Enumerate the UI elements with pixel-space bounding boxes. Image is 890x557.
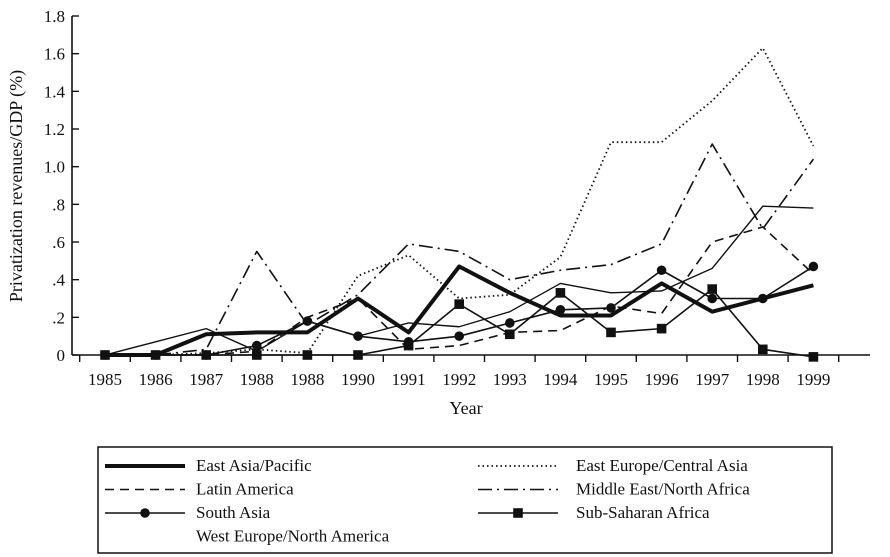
series-point-south-asia	[758, 293, 768, 304]
x-tick-label: 1986	[139, 370, 173, 389]
series-point-south-asia	[505, 318, 515, 328]
y-tick-label: 1.4	[44, 82, 66, 101]
series-point-sub-saharan-africa	[606, 327, 616, 338]
x-tick-label: 1990	[341, 370, 375, 389]
legend-label-latin-america: Latin America	[196, 480, 294, 499]
legend-marker-south-asia	[140, 508, 150, 518]
legend-label-east-europe-central-asia: East Europe/Central Asia	[576, 456, 748, 475]
legend-label-sub-saharan-africa: Sub-Saharan Africa	[576, 503, 710, 522]
x-tick-label: 1999	[796, 370, 830, 389]
series-line-west-europe-north-america	[104, 205, 814, 356]
y-tick-label: .8	[52, 195, 65, 214]
series-line-east-asia-pacific	[105, 264, 814, 357]
series-point-sub-saharan-africa	[505, 329, 515, 340]
x-tick-label: 1994	[543, 370, 578, 389]
series-point-sub-saharan-africa	[150, 350, 161, 360]
y-tick-label: 1.6	[44, 45, 65, 64]
legend-label-middle-east-north-africa: Middle East/North Africa	[576, 480, 750, 499]
series-point-south-asia	[606, 303, 616, 313]
series-point-south-asia	[251, 340, 262, 351]
series-point-sub-saharan-africa	[656, 323, 667, 334]
x-tick-label: 1997	[695, 370, 730, 389]
x-tick-label: 1996	[645, 370, 679, 389]
series-line-sub-saharan-africa	[105, 288, 814, 358]
series-point-south-asia	[707, 293, 717, 304]
y-tick-label: 0	[57, 346, 66, 365]
series-point-sub-saharan-africa	[555, 288, 566, 298]
x-tick-label: 1991	[392, 370, 426, 389]
x-axis-title: Year	[449, 398, 482, 418]
series-point-sub-saharan-africa	[201, 350, 211, 360]
series-point-sub-saharan-africa	[707, 284, 717, 294]
series-line-middle-east-north-africa	[105, 143, 815, 356]
x-tick-label: 1998	[746, 370, 780, 389]
x-tick-label: 1987	[189, 370, 224, 389]
chart-series-layer	[100, 47, 819, 362]
chart-axes: 0 .2 .4 .6 .8 1.0 1.2 1.4 1.6 1.8 1985 1986 1987 1988…	[44, 7, 870, 389]
chart-legend: East Asia/Pacific Latin America South Asia…	[97, 446, 833, 554]
x-tick-label: 1988	[290, 370, 324, 389]
x-tick-label: 1988	[240, 370, 274, 389]
series-point-south-asia	[454, 331, 465, 341]
y-tick-label: 1.0	[44, 158, 65, 177]
y-tick-label: 1.8	[44, 7, 65, 26]
series-point-sub-saharan-africa	[302, 350, 313, 360]
y-tick-label: .6	[52, 233, 65, 252]
series-point-south-asia	[656, 265, 667, 276]
series-point-south-asia	[555, 305, 566, 315]
y-axis-title: Privatization revenues/GDP (%)	[6, 70, 27, 302]
legend-marker-sub-saharan-africa	[513, 508, 523, 518]
y-tick-label: 1.2	[44, 120, 65, 139]
y-tick-label: .4	[52, 271, 65, 290]
series-point-sub-saharan-africa	[252, 350, 262, 360]
legend-box	[97, 446, 833, 554]
series-point-sub-saharan-africa	[353, 350, 363, 360]
x-tick-label: 1985	[88, 370, 122, 389]
y-tick-label: .2	[52, 308, 65, 327]
x-tick-label: 1995	[594, 370, 628, 389]
series-point-sub-saharan-africa	[808, 352, 819, 362]
series-point-south-asia	[808, 261, 819, 272]
series-point-sub-saharan-africa	[454, 299, 464, 309]
series-point-sub-saharan-africa	[403, 340, 414, 351]
series-point-sub-saharan-africa	[758, 344, 768, 355]
x-tick-label: 1992	[442, 370, 476, 389]
legend-label-east-asia-pacific: East Asia/Pacific	[196, 456, 312, 475]
legend-label-west-europe-north-america: West Europe/North America	[196, 527, 390, 546]
x-tick-label: 1993	[493, 370, 527, 389]
legend-label-south-asia: South Asia	[196, 503, 271, 522]
